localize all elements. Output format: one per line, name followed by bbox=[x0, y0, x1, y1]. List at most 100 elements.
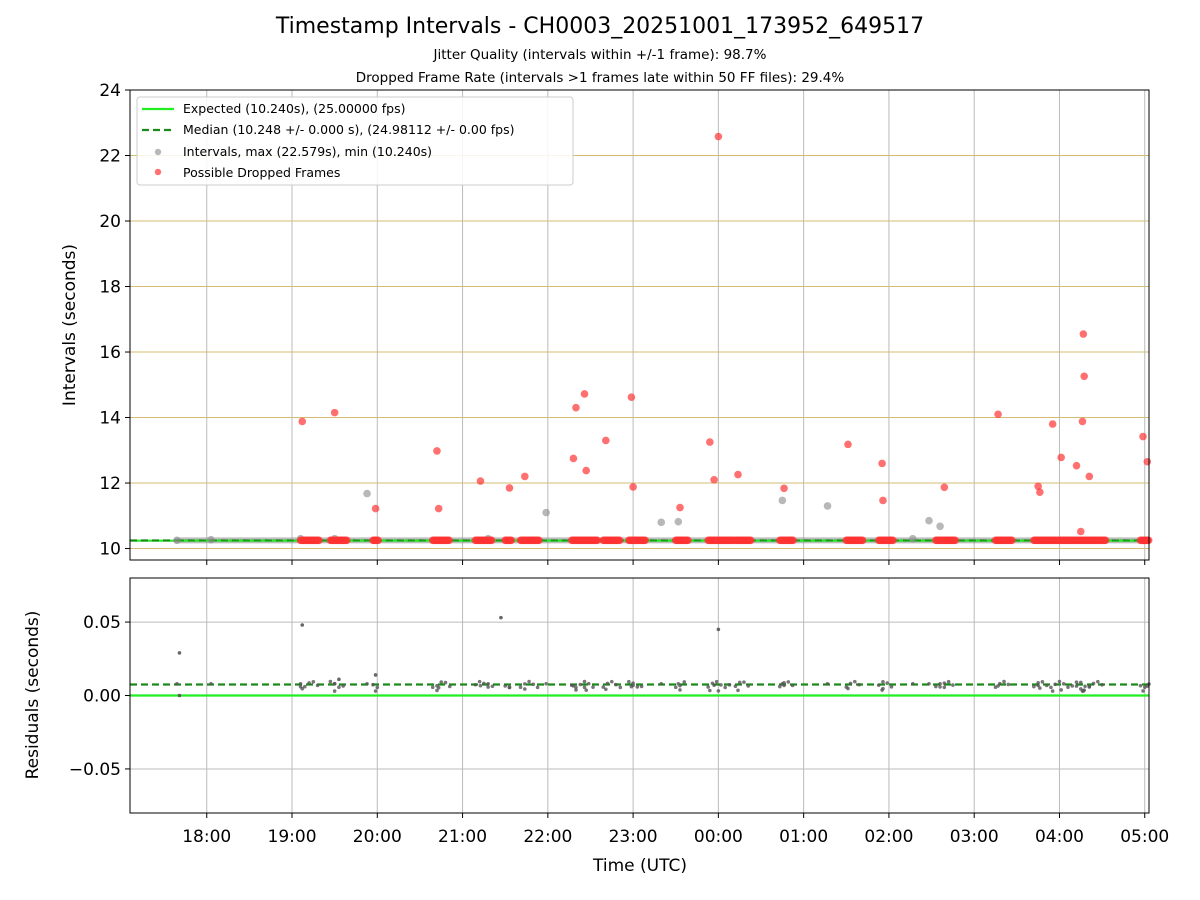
dropped-frame-point bbox=[602, 436, 610, 445]
residual-point bbox=[311, 680, 316, 684]
residual-point bbox=[584, 688, 589, 692]
residual-point bbox=[714, 679, 719, 684]
residual-point bbox=[307, 681, 311, 685]
residual-point bbox=[777, 684, 782, 689]
residual-point bbox=[733, 684, 738, 689]
interval-point bbox=[778, 496, 787, 505]
xlabel: Time (UTC) bbox=[592, 856, 687, 876]
residual-point bbox=[938, 681, 942, 686]
dropped-frame-point bbox=[1078, 417, 1087, 426]
dropped-frame-point bbox=[1048, 420, 1057, 428]
residual-point bbox=[876, 683, 881, 687]
dropped-frame-point bbox=[684, 536, 692, 545]
dropped-frame-point bbox=[505, 484, 514, 492]
residual-point bbox=[486, 685, 490, 689]
dropped-frame-point bbox=[371, 504, 380, 513]
residual-point bbox=[375, 685, 380, 690]
residual-outlier-point bbox=[337, 677, 341, 682]
dropped-frame-point bbox=[780, 484, 788, 493]
xtick-label: 05:00 bbox=[1120, 827, 1169, 847]
dropped-frame-point bbox=[572, 403, 580, 412]
residual-point bbox=[332, 689, 337, 693]
residual-point bbox=[1053, 682, 1058, 687]
bottom-ticks: 0.05 0.00 −0.05 18:00 19:00 20:00 21:00 22:00 23… bbox=[69, 613, 1169, 847]
residual-point bbox=[1138, 683, 1143, 688]
residual-point bbox=[1091, 681, 1096, 686]
residual-point bbox=[676, 681, 681, 686]
top-ytick-label: 14 bbox=[99, 409, 121, 429]
residual-point bbox=[659, 681, 664, 686]
xtick-label: 18:00 bbox=[182, 827, 231, 847]
residual-point bbox=[482, 681, 486, 686]
top-ylabel: Intervals (seconds) bbox=[60, 244, 80, 406]
residual-point bbox=[582, 679, 587, 684]
residual-point bbox=[365, 681, 369, 686]
dropped-frame-point bbox=[1085, 472, 1094, 481]
dropped-frame-point bbox=[1080, 372, 1088, 381]
residual-point bbox=[523, 687, 527, 691]
dropped-frame-point bbox=[676, 503, 684, 512]
residual-point bbox=[742, 680, 746, 684]
interval-point bbox=[823, 502, 832, 510]
interval-point bbox=[925, 516, 933, 525]
legend-intervals-marker bbox=[154, 148, 162, 156]
residual-point bbox=[1087, 684, 1092, 689]
residual-point bbox=[1078, 680, 1083, 685]
top-grid bbox=[130, 89, 1149, 560]
residual-point bbox=[631, 683, 635, 688]
bottom-ylabel: Residuals (seconds) bbox=[23, 611, 43, 780]
residual-point bbox=[996, 684, 1000, 688]
residual-point bbox=[443, 680, 448, 685]
residual-point bbox=[786, 680, 791, 684]
dropped-frame-point bbox=[789, 536, 797, 545]
residual-point bbox=[486, 681, 490, 686]
interval-point bbox=[542, 508, 550, 517]
dropped-frame-point bbox=[507, 536, 516, 545]
residual-point bbox=[857, 682, 861, 687]
legend-intervals-label: Intervals, max (22.579s), min (10.240s) bbox=[183, 144, 432, 159]
residual-outlier-point bbox=[499, 615, 503, 620]
residual-point bbox=[942, 685, 947, 690]
residual-point bbox=[1038, 686, 1042, 690]
top-ytick-label: 10 bbox=[99, 540, 121, 560]
residual-point bbox=[1074, 680, 1079, 684]
dropped-frame-point bbox=[433, 447, 441, 455]
top-ticks: 10 12 14 16 18 20 22 24 bbox=[99, 81, 1146, 565]
top-ytick-label: 16 bbox=[99, 343, 121, 363]
residual-point bbox=[682, 680, 687, 684]
residual-point bbox=[371, 682, 375, 687]
residual-outlier-point bbox=[373, 673, 378, 677]
residual-point bbox=[712, 683, 716, 688]
dropped-frame-point bbox=[878, 459, 886, 468]
dropped-frame-point bbox=[1076, 527, 1085, 536]
residual-point bbox=[601, 685, 606, 689]
xtick-label: 23:00 bbox=[609, 827, 658, 847]
residual-point bbox=[586, 681, 591, 686]
top-points bbox=[173, 132, 1153, 545]
residual-point bbox=[1059, 688, 1063, 692]
residual-point bbox=[604, 687, 608, 692]
dropped-frame-point bbox=[858, 536, 867, 545]
dropped-frame-point bbox=[1079, 330, 1088, 338]
residual-point bbox=[673, 685, 678, 690]
residual-point bbox=[938, 685, 942, 689]
residual-point bbox=[1100, 682, 1104, 687]
residual-point bbox=[478, 683, 483, 688]
residual-point bbox=[848, 681, 853, 686]
dropped-frame-point bbox=[1036, 488, 1044, 497]
residual-point bbox=[723, 685, 727, 690]
interval-point bbox=[657, 518, 666, 527]
dropped-frame-point bbox=[569, 454, 578, 463]
residual-point bbox=[332, 681, 337, 686]
residual-point bbox=[942, 681, 947, 685]
residual-point bbox=[591, 685, 595, 689]
dropped-frame-point bbox=[627, 393, 636, 402]
residual-point bbox=[609, 679, 614, 684]
residual-point bbox=[780, 681, 785, 686]
xtick-label: 04:00 bbox=[1035, 827, 1084, 847]
bottom-ytick-label: 0.00 bbox=[83, 687, 121, 707]
legend-dropped-marker bbox=[154, 168, 162, 176]
residual-point bbox=[507, 685, 512, 690]
legend-box bbox=[136, 96, 574, 186]
